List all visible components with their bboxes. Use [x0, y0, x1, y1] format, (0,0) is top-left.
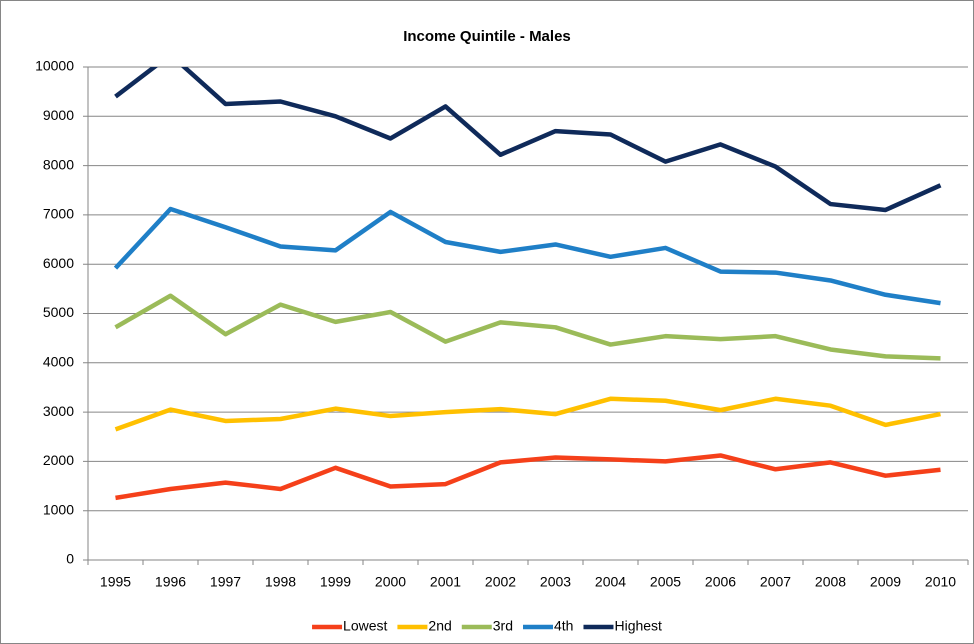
- plot-lines: [113, 67, 942, 501]
- x-tick-label: 2004: [595, 574, 626, 590]
- y-tick-label: 4000: [43, 354, 74, 370]
- y-tick-label: 1000: [43, 501, 74, 517]
- series-line: [114, 67, 942, 213]
- y-tick-label: 9000: [43, 107, 74, 123]
- y-tick-label: 2000: [43, 452, 74, 468]
- y-tick-label: 3000: [43, 403, 74, 419]
- legend-label: Lowest: [343, 618, 387, 634]
- legend-label: 2nd: [428, 618, 451, 634]
- series-line: [114, 293, 941, 361]
- series-line: [114, 396, 941, 432]
- legend-label: 4th: [554, 618, 573, 634]
- legend: Lowest 2nd 3rd 4th Highest: [312, 618, 662, 634]
- y-tick-label: 5000: [43, 304, 74, 320]
- legend-label: 3rd: [493, 618, 513, 634]
- y-tick-label: 0: [66, 551, 74, 567]
- x-tick-label: 2005: [650, 574, 681, 590]
- series-line: [115, 453, 941, 501]
- series-line: [113, 206, 941, 306]
- y-tick-label: 6000: [43, 255, 74, 271]
- x-tick-label: 2009: [870, 574, 901, 590]
- x-tick-label: 2000: [375, 574, 406, 590]
- x-tick-label: 1997: [210, 574, 241, 590]
- y-tick-label: 8000: [43, 156, 74, 172]
- x-tick-label: 1998: [265, 574, 296, 590]
- x-tick-label: 2007: [760, 574, 791, 590]
- x-tick-label: 2010: [925, 574, 956, 590]
- x-tick-label: 2006: [705, 574, 736, 590]
- x-tick-label: 1999: [320, 574, 351, 590]
- chart-title: Income Quintile - Males: [403, 28, 571, 45]
- x-tick-label: 2002: [485, 574, 516, 590]
- x-tick-label: 2001: [430, 574, 461, 590]
- x-tick-label: 2008: [815, 574, 846, 590]
- y-tick-label: 7000: [43, 206, 74, 222]
- x-tick-label: 1995: [100, 574, 131, 590]
- legend-label: Highest: [614, 618, 662, 634]
- x-tick-label: 1996: [155, 574, 186, 590]
- y-tick-label: 10000: [35, 58, 74, 74]
- x-tick-label: 2003: [540, 574, 571, 590]
